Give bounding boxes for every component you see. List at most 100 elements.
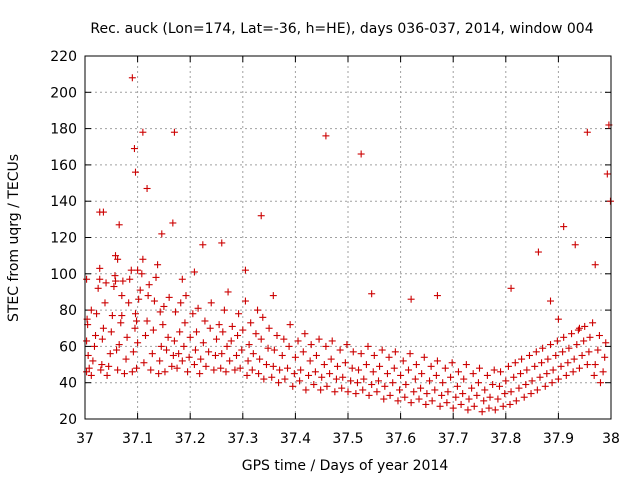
data-point	[368, 381, 376, 389]
data-point	[161, 368, 169, 376]
data-point	[311, 368, 319, 376]
data-point	[460, 375, 468, 383]
data-point	[133, 364, 141, 372]
data-point	[415, 395, 423, 403]
data-point	[114, 255, 122, 263]
data-point	[169, 219, 177, 227]
data-point	[606, 197, 614, 205]
data-point	[218, 350, 226, 358]
data-point	[264, 344, 272, 352]
data-point	[433, 357, 441, 365]
data-point	[499, 402, 507, 410]
data-point	[480, 397, 488, 405]
data-point	[568, 330, 576, 338]
data-point	[590, 371, 598, 379]
data-point	[483, 371, 491, 379]
data-point	[83, 368, 91, 376]
data-point	[452, 393, 460, 401]
data-point	[448, 359, 456, 367]
data-point	[259, 313, 267, 321]
data-point	[320, 361, 328, 369]
data-point	[286, 321, 294, 329]
axis-ticks	[84, 55, 612, 420]
data-point	[101, 299, 109, 307]
data-point	[211, 351, 219, 359]
data-point	[359, 386, 367, 394]
data-point	[108, 312, 116, 320]
data-point	[465, 395, 473, 403]
data-point	[426, 377, 434, 385]
data-point	[527, 390, 535, 398]
data-point	[341, 359, 349, 367]
data-point	[317, 386, 325, 394]
data-point	[536, 373, 544, 381]
data-point	[553, 337, 561, 345]
data-point	[478, 408, 486, 416]
data-point	[583, 128, 591, 136]
data-point	[252, 330, 260, 338]
y-tick-label: 140	[50, 194, 77, 210]
data-point	[135, 295, 143, 303]
data-point	[522, 381, 530, 389]
data-point	[389, 379, 397, 387]
data-point	[176, 328, 184, 336]
data-point	[462, 361, 470, 369]
data-point	[404, 366, 412, 374]
data-point	[157, 342, 165, 350]
data-point	[260, 375, 268, 383]
data-point	[215, 321, 223, 329]
data-point	[326, 370, 334, 378]
x-tick-label: 37.7	[438, 431, 469, 447]
data-point	[541, 382, 549, 390]
data-point	[533, 386, 541, 394]
data-point	[453, 382, 461, 390]
data-point	[512, 397, 520, 405]
data-point	[133, 317, 141, 325]
data-point	[417, 384, 425, 392]
data-point	[328, 337, 336, 345]
data-point	[376, 362, 384, 370]
data-point	[569, 368, 577, 376]
data-point	[594, 346, 602, 354]
data-point	[199, 339, 207, 347]
data-point	[454, 368, 462, 376]
data-point	[591, 261, 599, 269]
data-point	[490, 366, 498, 374]
data-point	[290, 370, 298, 378]
y-tick-label: 220	[50, 49, 77, 65]
data-point	[433, 292, 441, 300]
data-point	[481, 386, 489, 394]
data-point	[339, 373, 347, 381]
data-point	[232, 351, 240, 359]
x-tick-label: 37.5	[332, 431, 363, 447]
data-point	[399, 357, 407, 365]
data-point	[190, 361, 198, 369]
y-tick-label: 180	[50, 122, 77, 138]
data-point	[122, 355, 130, 363]
data-point	[547, 297, 555, 305]
data-point	[139, 255, 147, 263]
data-point	[573, 341, 581, 349]
data-point	[150, 297, 158, 305]
data-point	[118, 312, 126, 320]
x-tick-label: 38	[602, 431, 620, 447]
data-point	[407, 295, 415, 303]
data-point	[241, 266, 249, 274]
data-point	[224, 288, 232, 296]
data-point	[552, 351, 560, 359]
data-point	[218, 239, 226, 247]
x-tick-label: 37.4	[280, 431, 311, 447]
data-point	[423, 390, 431, 398]
data-point	[515, 384, 523, 392]
data-point	[123, 333, 131, 341]
data-point	[323, 382, 331, 390]
y-tick-label: 20	[59, 412, 77, 428]
data-point	[184, 368, 192, 376]
data-point	[257, 335, 265, 343]
data-point	[138, 270, 146, 278]
data-point	[523, 366, 531, 374]
data-point	[302, 386, 310, 394]
data-point	[348, 364, 356, 372]
data-point	[143, 184, 151, 192]
data-point	[106, 350, 114, 358]
